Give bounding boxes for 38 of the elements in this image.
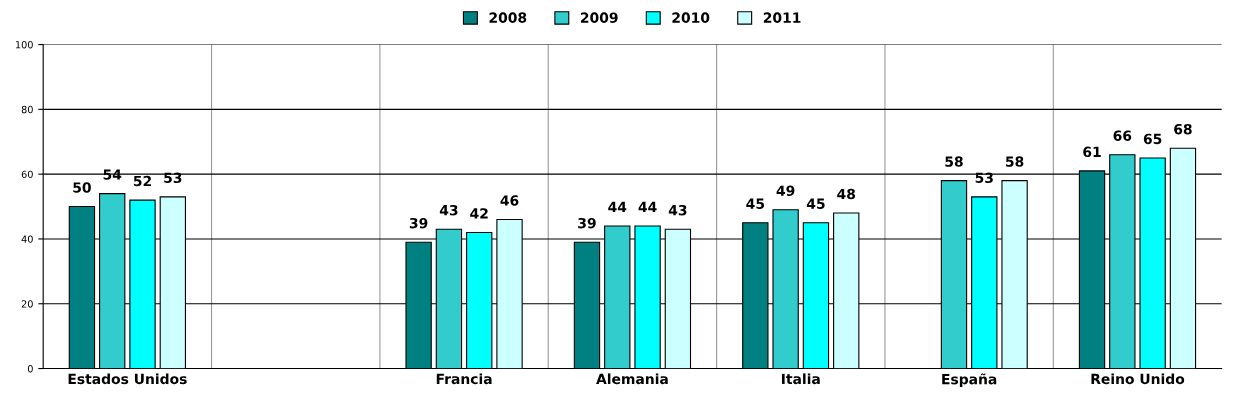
x-tick-label: Francia (436, 373, 492, 385)
x-tick-label: Alemania (596, 373, 668, 385)
y-tick-label: 60 (21, 170, 33, 178)
y-tick-label: 80 (21, 105, 33, 114)
data-label: 45 (806, 198, 825, 209)
data-label: 44 (638, 201, 657, 212)
data-label: 42 (470, 208, 488, 219)
data-label: 44 (608, 201, 627, 212)
x-tick-label: Estados Unidos (68, 373, 187, 385)
data-label: 39 (578, 217, 596, 229)
data-label: 68 (1174, 123, 1192, 135)
data-label: 50 (73, 182, 91, 193)
legend-label: 2010 (672, 12, 710, 23)
y-tick-label: 0 (27, 365, 33, 373)
data-label: 46 (500, 195, 519, 206)
data-label: 45 (746, 198, 765, 209)
legend-label: 2008 (489, 12, 527, 23)
y-tick-label: 40 (21, 235, 33, 243)
x-tick-label: Italia (782, 373, 820, 385)
data-label: 61 (1083, 146, 1101, 158)
y-tick-label: 100 (15, 41, 33, 49)
data-label: 39 (409, 217, 428, 229)
data-label: 58 (945, 156, 963, 167)
x-tick-label: España (942, 373, 997, 388)
legend-label: 2009 (580, 12, 618, 23)
data-label: 43 (439, 204, 458, 216)
data-label: 49 (776, 185, 795, 196)
data-label: 53 (975, 172, 993, 184)
x-tick-label: Reino Unido (1091, 373, 1185, 385)
data-label: 53 (164, 172, 182, 184)
y-tick-label: 20 (21, 300, 33, 308)
data-label: 48 (837, 188, 856, 200)
data-label: 66 (1113, 130, 1132, 141)
data-label: 65 (1143, 133, 1162, 145)
data-label: 58 (1005, 156, 1024, 167)
legend-label: 2011 (763, 12, 801, 23)
data-label: 43 (668, 204, 687, 216)
data-label: 52 (133, 175, 151, 187)
